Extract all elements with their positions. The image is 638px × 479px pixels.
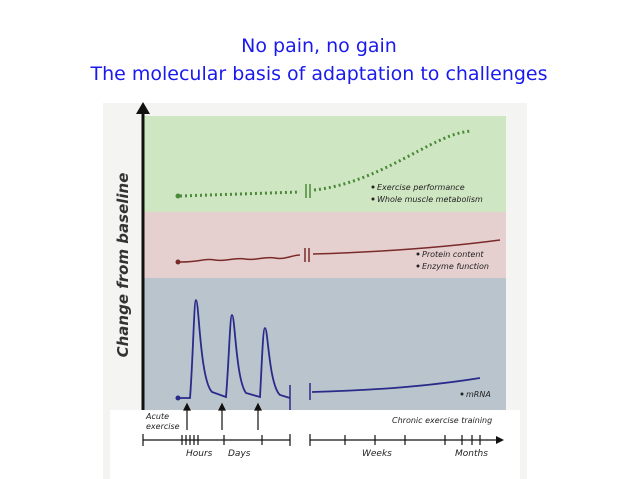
panel-label: Whole muscle metabolism — [377, 195, 483, 204]
exercise-arrows — [183, 402, 262, 430]
curve-mrna — [180, 299, 291, 399]
panel-label: mRNA — [466, 390, 491, 399]
acute-label: Acute — [145, 412, 169, 421]
curve-performance — [179, 190, 301, 198]
subtitle: The molecular basis of adaptation to cha… — [89, 63, 547, 85]
timeline-axis — [142, 434, 496, 446]
timeline-arrow — [496, 436, 504, 444]
curve-protein — [312, 239, 501, 255]
panel-blue — [143, 278, 506, 410]
bullet — [371, 197, 375, 201]
panel-label: Exercise performance — [377, 183, 465, 192]
curve-start — [175, 259, 181, 265]
y-axis-arrow — [136, 102, 150, 114]
timeline-label: Days — [228, 449, 251, 459]
panel-pink — [143, 212, 506, 278]
bullet — [416, 264, 420, 268]
timeline-label: Months — [455, 449, 488, 459]
panel-label: Protein content — [422, 250, 484, 259]
acute-label: exercise — [146, 422, 180, 431]
curve-start — [175, 193, 181, 199]
timeline-label: Weeks — [362, 449, 392, 459]
panel-green — [143, 116, 506, 212]
y-axis-label: Change from baseline — [114, 173, 132, 358]
curve-mrna — [311, 377, 481, 393]
title: No pain, no gain — [241, 35, 397, 57]
timeline-label: Hours — [186, 449, 213, 459]
curve-performance — [313, 129, 473, 192]
timeline-area — [110, 410, 520, 479]
panel-label: Enzyme function — [422, 262, 489, 271]
bullet — [416, 252, 420, 256]
bullet — [460, 392, 464, 396]
bullet — [371, 185, 375, 189]
curve-start — [175, 395, 181, 401]
curve-protein — [179, 254, 301, 263]
figure: Change from baseline Exercise performanc… — [103, 102, 527, 479]
chronic-label: Chronic exercise training — [392, 416, 492, 425]
